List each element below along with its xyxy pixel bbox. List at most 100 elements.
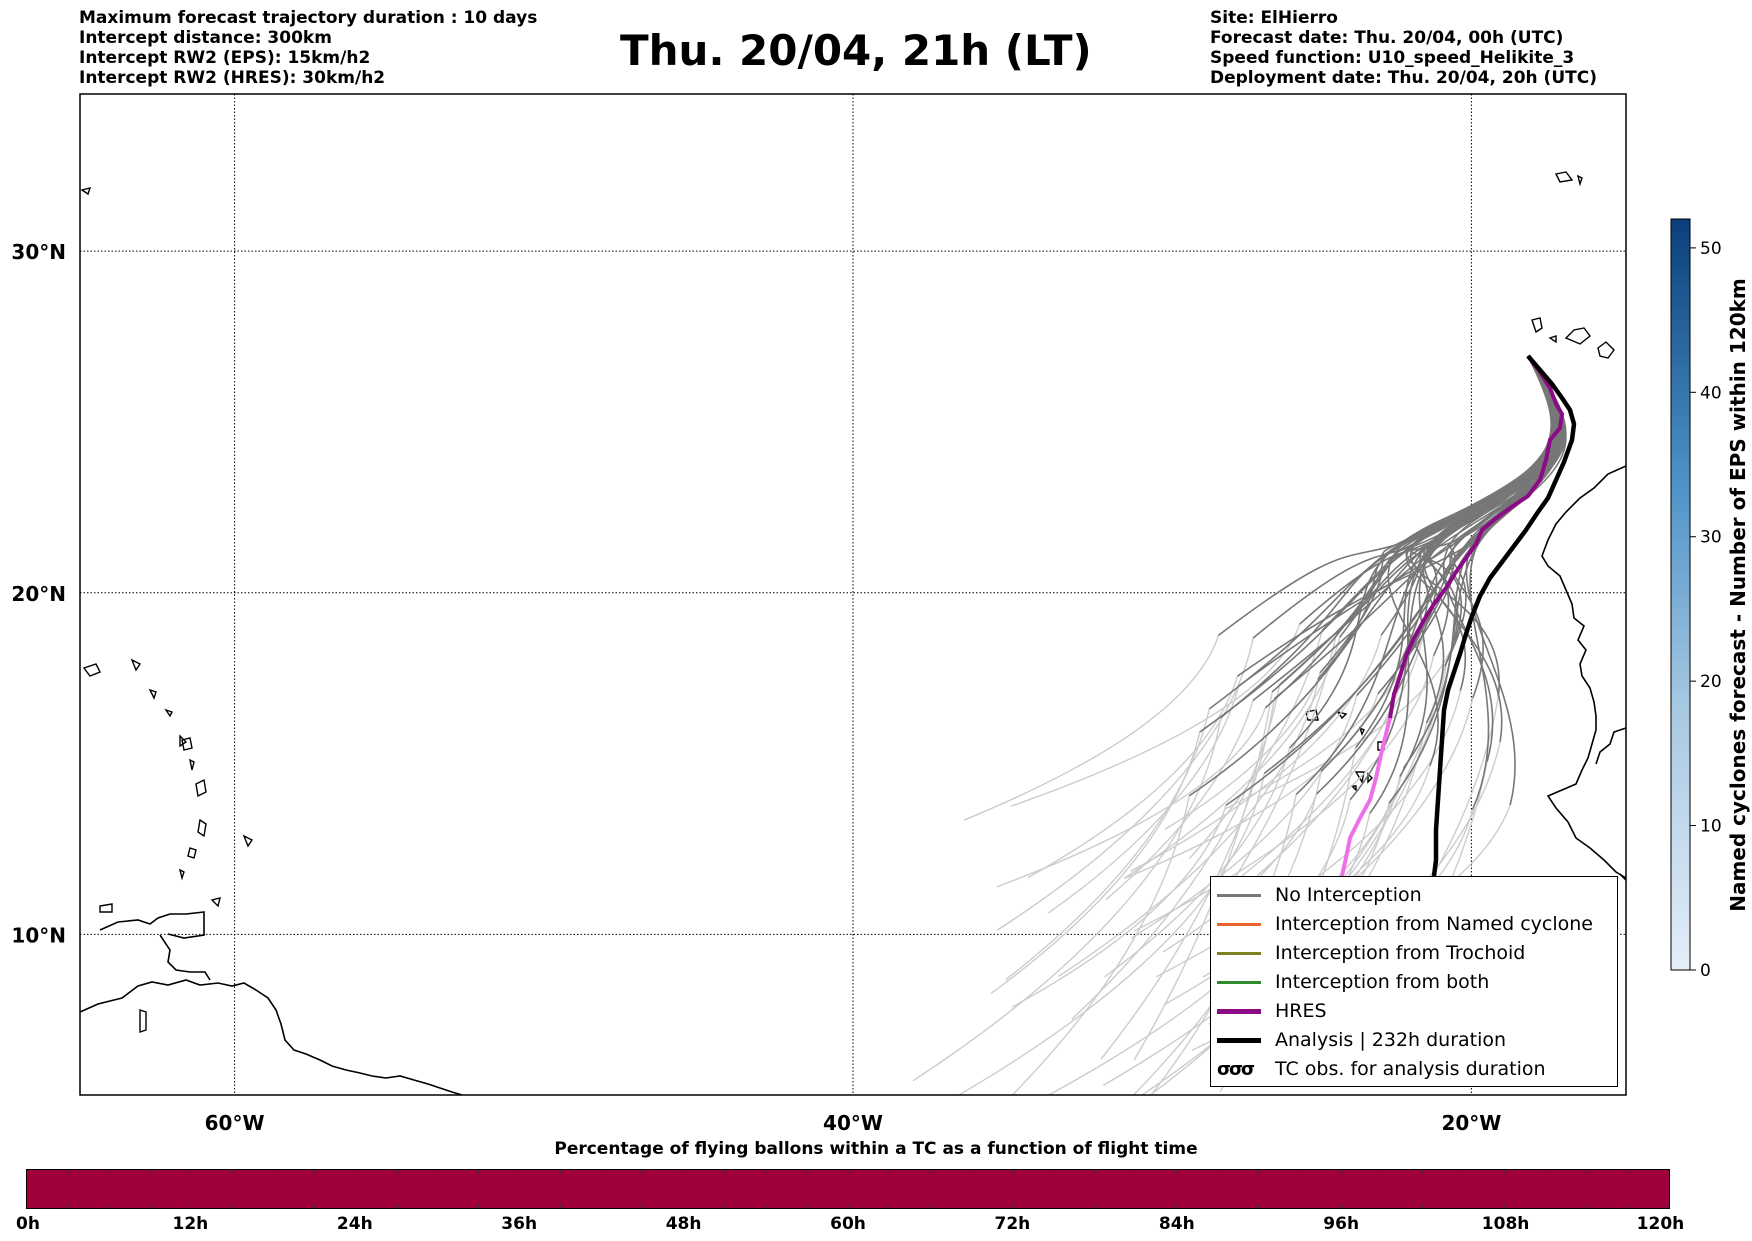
analysis-trajectory [1431,354,1577,877]
legend-label: No Interception [1275,884,1422,906]
island-lesser-antilles [181,737,193,751]
colorbar-tick-label: 50 [1700,239,1722,259]
legend-item-tc-obs: σσσ TC obs. for analysis duration [1217,1056,1546,1082]
island-canary [1548,335,1557,344]
eps-trajectory-faded [1214,625,1427,898]
island-cape-verde [1358,726,1365,736]
coastline-africa [1541,465,1626,879]
coastline-trinidad [159,934,211,981]
hres-trajectory-faded [1340,717,1392,877]
map-legend: No Interception Interception from Named … [1210,876,1618,1087]
progress-bar-tick-label: 120h [1636,1214,1685,1234]
header-left-line: Intercept distance: 300km [79,28,332,48]
progress-bar-tick-label: 84h [1158,1214,1195,1234]
header-left-line: Intercept RW2 (HRES): 30km/h2 [79,68,386,88]
eps-trajectory-faded [1162,793,1318,953]
eps-trajectory-faded [1133,691,1273,1061]
header-right-line: Forecast date: Thu. 20/04, 00h (UTC) [1210,28,1564,48]
lon-tick-label: 40°W [823,1111,883,1135]
island-madeira [1576,174,1583,187]
progress-bar-tick-label: 60h [830,1214,866,1234]
hres-trajectory [1388,354,1565,719]
island-lesser-antilles [80,187,92,196]
legend-item-trochoid: Interception from Trochoid [1217,940,1525,966]
page-title: Thu. 20/04, 21h (LT) [620,26,1092,75]
progress-bar-tick-label: 12h [172,1214,209,1234]
map-frame [79,93,1627,1096]
header-info-right: Site: ElHierro Forecast date: Thu. 20/04… [1210,8,1597,88]
eps-trajectory-faded [1134,655,1435,932]
legend-label: Interception from both [1275,971,1490,993]
header-info-left: Maximum forecast trajectory duration : 1… [79,8,537,88]
coastline-venezuela [99,911,205,939]
tc-percentage-bar-ticks [27,1170,1669,1208]
eps-trajectory-faded [1130,634,1382,872]
island-cape-verde [1354,771,1365,784]
island-cape-verde [1350,785,1357,792]
lon-tick-label: 60°W [205,1111,265,1135]
lat-tick-label: 20°N [11,582,66,606]
colorbar-label: Named cyclones forecast - Number of EPS … [1726,278,1750,912]
lat-tick-label: 30°N [11,240,66,264]
tc-symbol-icon: σσσ [1217,1058,1255,1080]
colorbar-tick-label: 20 [1700,672,1722,692]
colorbar-tick-label: 10 [1700,817,1722,837]
island-canary [1564,327,1591,345]
header-right-line: Site: ElHierro [1210,8,1338,28]
island-lesser-antilles [210,897,221,908]
progress-bar-tick-label: 96h [1323,1214,1360,1234]
lat-tick-label: 10°N [11,923,66,947]
legend-swatch [1217,951,1261,955]
progress-bar-tick-label: 72h [994,1214,1031,1234]
legend-label: HRES [1275,1000,1327,1022]
legend-item-analysis: Analysis | 232h duration [1217,1027,1506,1053]
header-left-line: Intercept RW2 (EPS): 15km/h2 [79,48,371,68]
eps-trajectory-faded [996,707,1267,888]
island-canary [1531,317,1543,334]
legend-item-named-cyclone: Interception from Named cyclone [1217,911,1593,937]
axis-tick-labels: 60°W 40°W 20°W 30°N 20°N 10°N [11,240,1501,1135]
legend-label: Analysis | 232h duration [1275,1029,1507,1051]
legend-item-both: Interception from both [1217,969,1489,995]
legend-swatch [1217,1008,1261,1014]
island-lesser-antilles [139,1009,147,1033]
eps-trajectory-faded [1164,678,1319,831]
colorbar [1670,218,1691,971]
island-madeira [1554,171,1574,183]
progress-bar-tick-label: 48h [665,1214,702,1234]
legend-item-hres: HRES [1217,998,1327,1024]
legend-label: Interception from Named cyclone [1275,913,1593,935]
colorbar-tick-label: 30 [1700,528,1722,548]
progress-bar-tick-label: 36h [501,1214,538,1234]
island-lesser-antilles [99,903,113,913]
eps-trajectory-faded [1005,708,1211,981]
island-lesser-antilles [82,663,101,677]
eps-trajectory-faded [963,635,1220,821]
island-canary [1597,341,1615,359]
legend-swatch [1217,922,1261,926]
colorbar-tick-label: 0 [1700,961,1711,981]
island-lesser-antilles [195,778,207,798]
header-left-line: Maximum forecast trajectory duration : 1… [79,8,538,28]
progress-bar-tick-label: 0h [16,1214,40,1234]
progress-bar-title: Percentage of flying ballons within a TC… [554,1139,1198,1159]
island-lesser-antilles [179,734,188,748]
legend-label: TC obs. for analysis duration [1275,1058,1546,1080]
island-cape-verde [1367,772,1373,784]
lon-tick-label: 20°W [1441,1111,1501,1135]
eps-trajectory-faded [1011,795,1190,1095]
eps-trajectory-faded [912,717,1222,1082]
island-lesser-antilles [148,688,157,700]
legend-label: Interception from Trochoid [1275,942,1526,964]
progress-bar-tick-label: 108h [1481,1214,1530,1234]
coastline-south-america [80,979,463,1095]
progress-bar-tick-label: 24h [336,1214,373,1234]
island-lesser-antilles [187,847,197,859]
tc-percentage-bar [26,1169,1670,1209]
header-right-line: Deployment date: Thu. 20/04, 20h (UTC) [1210,68,1597,88]
eps-trajectory-faded [1028,675,1239,878]
legend-swatch [1217,1037,1261,1043]
eps-trajectory-faded [996,637,1254,931]
coastline-africa-bulge [1595,727,1626,881]
